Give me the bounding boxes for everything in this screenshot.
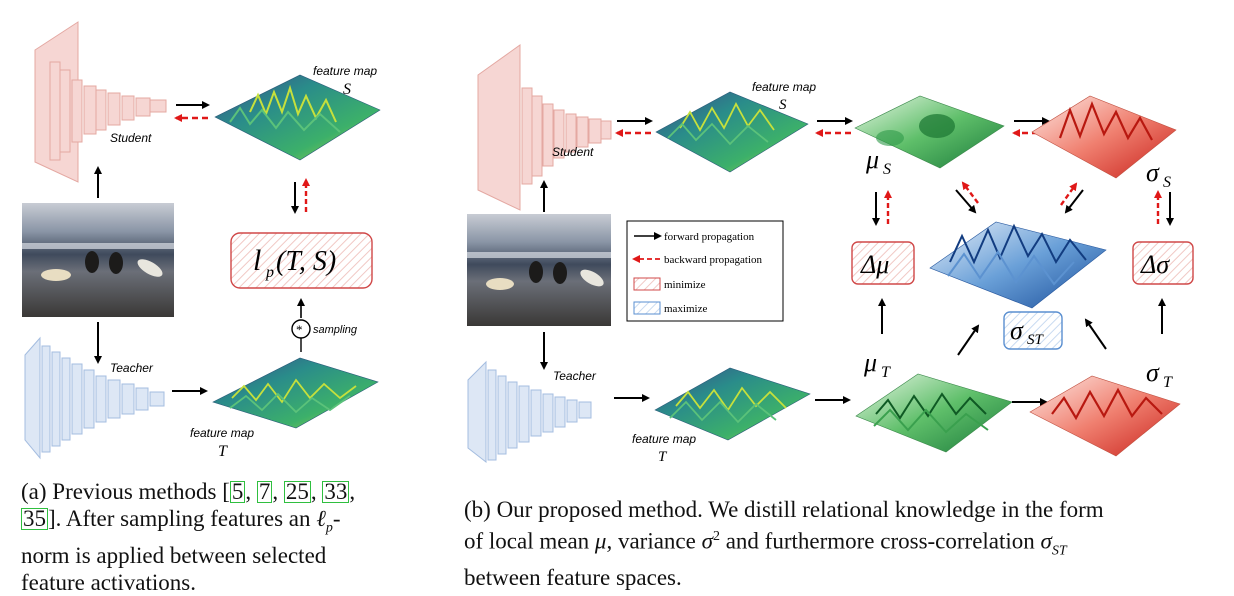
teacher-label-b: Teacher bbox=[553, 369, 597, 383]
s-symbol-a: S bbox=[343, 81, 351, 98]
student-label-b: Student bbox=[552, 145, 594, 159]
loss-box: l p (T, S) bbox=[230, 232, 373, 289]
std-map-t bbox=[1029, 375, 1181, 457]
arrow-sigmast-backward-left bbox=[961, 181, 979, 204]
caption-a-line-3: norm is applied between selected bbox=[21, 542, 327, 568]
sigma-t-sub: T bbox=[1163, 374, 1173, 391]
loss-sub-p: p bbox=[265, 264, 274, 281]
loss-args: (T, S) bbox=[276, 246, 336, 277]
sigma-t-symbol: σ bbox=[1146, 358, 1160, 387]
student-network-a bbox=[34, 21, 167, 183]
legend-maximize-swatch bbox=[633, 301, 661, 315]
delta-mu-box: Δμ bbox=[851, 241, 915, 285]
teacher-label-a: Teacher bbox=[110, 361, 154, 375]
legend-maximize: maximize bbox=[664, 303, 707, 315]
sigma-st-box: σ ST bbox=[1003, 311, 1063, 350]
citation-link[interactable]: 7 bbox=[256, 479, 273, 504]
teacher-network-a bbox=[24, 336, 165, 460]
citation-link[interactable]: 5 bbox=[229, 479, 246, 504]
caption-b-line-2: of local mean μ, variance σ2 and further… bbox=[464, 528, 1067, 559]
student-label-a: Student bbox=[110, 131, 152, 145]
citation-link[interactable]: 25 bbox=[283, 479, 311, 504]
std-map-s bbox=[1031, 95, 1177, 179]
feature-map-label-t-a: feature map bbox=[190, 426, 254, 440]
caption-a-line-2: 35]. After sampling features an ℓp- bbox=[21, 506, 341, 536]
mean-map-t bbox=[855, 373, 1013, 453]
input-image-a bbox=[22, 203, 174, 317]
student-network-b bbox=[477, 44, 612, 211]
mu-s-symbol: μ bbox=[865, 145, 879, 174]
feature-map-s-a bbox=[214, 74, 381, 161]
loss-l: l bbox=[253, 244, 261, 277]
arrow-mut-to-sigmast bbox=[957, 324, 980, 356]
mu-t-symbol: μ bbox=[863, 348, 877, 377]
teacher-network-b bbox=[467, 360, 592, 464]
feature-map-t-a bbox=[212, 357, 379, 429]
sigma-st-symbol: σ bbox=[1010, 316, 1024, 345]
legend-minimize: minimize bbox=[664, 279, 706, 291]
delta-mu-label: Δμ bbox=[860, 250, 889, 279]
panel-a: Student Teacher bbox=[22, 21, 381, 460]
mu-s-sub: S bbox=[883, 161, 891, 178]
t-symbol-b: T bbox=[658, 449, 668, 465]
feature-map-label-s-b: feature map bbox=[752, 80, 816, 94]
sampling-label: sampling bbox=[313, 324, 358, 336]
arrow-mus-to-sigmast bbox=[955, 189, 977, 214]
legend: forward propagation backward propagation… bbox=[626, 220, 784, 322]
sigma-st-sub: ST bbox=[1027, 332, 1045, 348]
delta-sigma-box: Δσ bbox=[1132, 241, 1194, 285]
legend-forward: forward propagation bbox=[664, 231, 755, 243]
feature-map-t-b bbox=[654, 367, 811, 441]
mean-map-s bbox=[854, 95, 1005, 169]
citation-link[interactable]: 33 bbox=[322, 479, 350, 504]
citation-link[interactable]: 35 bbox=[21, 506, 48, 531]
input-image-b bbox=[467, 214, 611, 326]
legend-minimize-swatch bbox=[633, 277, 661, 291]
legend-backward: backward propagation bbox=[664, 254, 763, 266]
feature-map-label-s-a: feature map bbox=[313, 64, 377, 78]
caption-b-line-3: between feature spaces. bbox=[464, 565, 682, 591]
t-symbol-a: T bbox=[218, 443, 228, 460]
panel-b: Student Teacher bbox=[467, 44, 1194, 465]
feature-map-s-b bbox=[655, 91, 809, 173]
figure: Student Teacher bbox=[22, 21, 1194, 465]
delta-sigma-label: Δσ bbox=[1140, 250, 1170, 279]
caption-b-line-1: (b) Our proposed method. We distill rela… bbox=[464, 497, 1104, 522]
caption-a: (a) Previous methods [5, 7, 25, 33, 35].… bbox=[21, 478, 401, 596]
arrow-sigmas-to-sigmast bbox=[1064, 189, 1084, 214]
feature-map-label-t-b: feature map bbox=[632, 432, 696, 446]
arrow-sigmast-backward-right bbox=[1060, 182, 1078, 206]
cross-correlation-map bbox=[929, 221, 1107, 309]
caption-a-line-1: (a) Previous methods [5, 7, 25, 33, bbox=[21, 479, 356, 504]
s-symbol-b: S bbox=[779, 97, 787, 113]
sampling-symbol: * bbox=[296, 322, 303, 337]
sigma-s-sub: S bbox=[1163, 174, 1171, 191]
caption-a-line-4: feature activations. bbox=[21, 569, 196, 595]
caption-b: (b) Our proposed method. We distill rela… bbox=[464, 496, 1224, 591]
sigma-s-symbol: σ bbox=[1146, 158, 1160, 187]
arrow-sigmat-to-sigmast bbox=[1084, 318, 1107, 350]
mu-t-sub: T bbox=[881, 364, 891, 381]
